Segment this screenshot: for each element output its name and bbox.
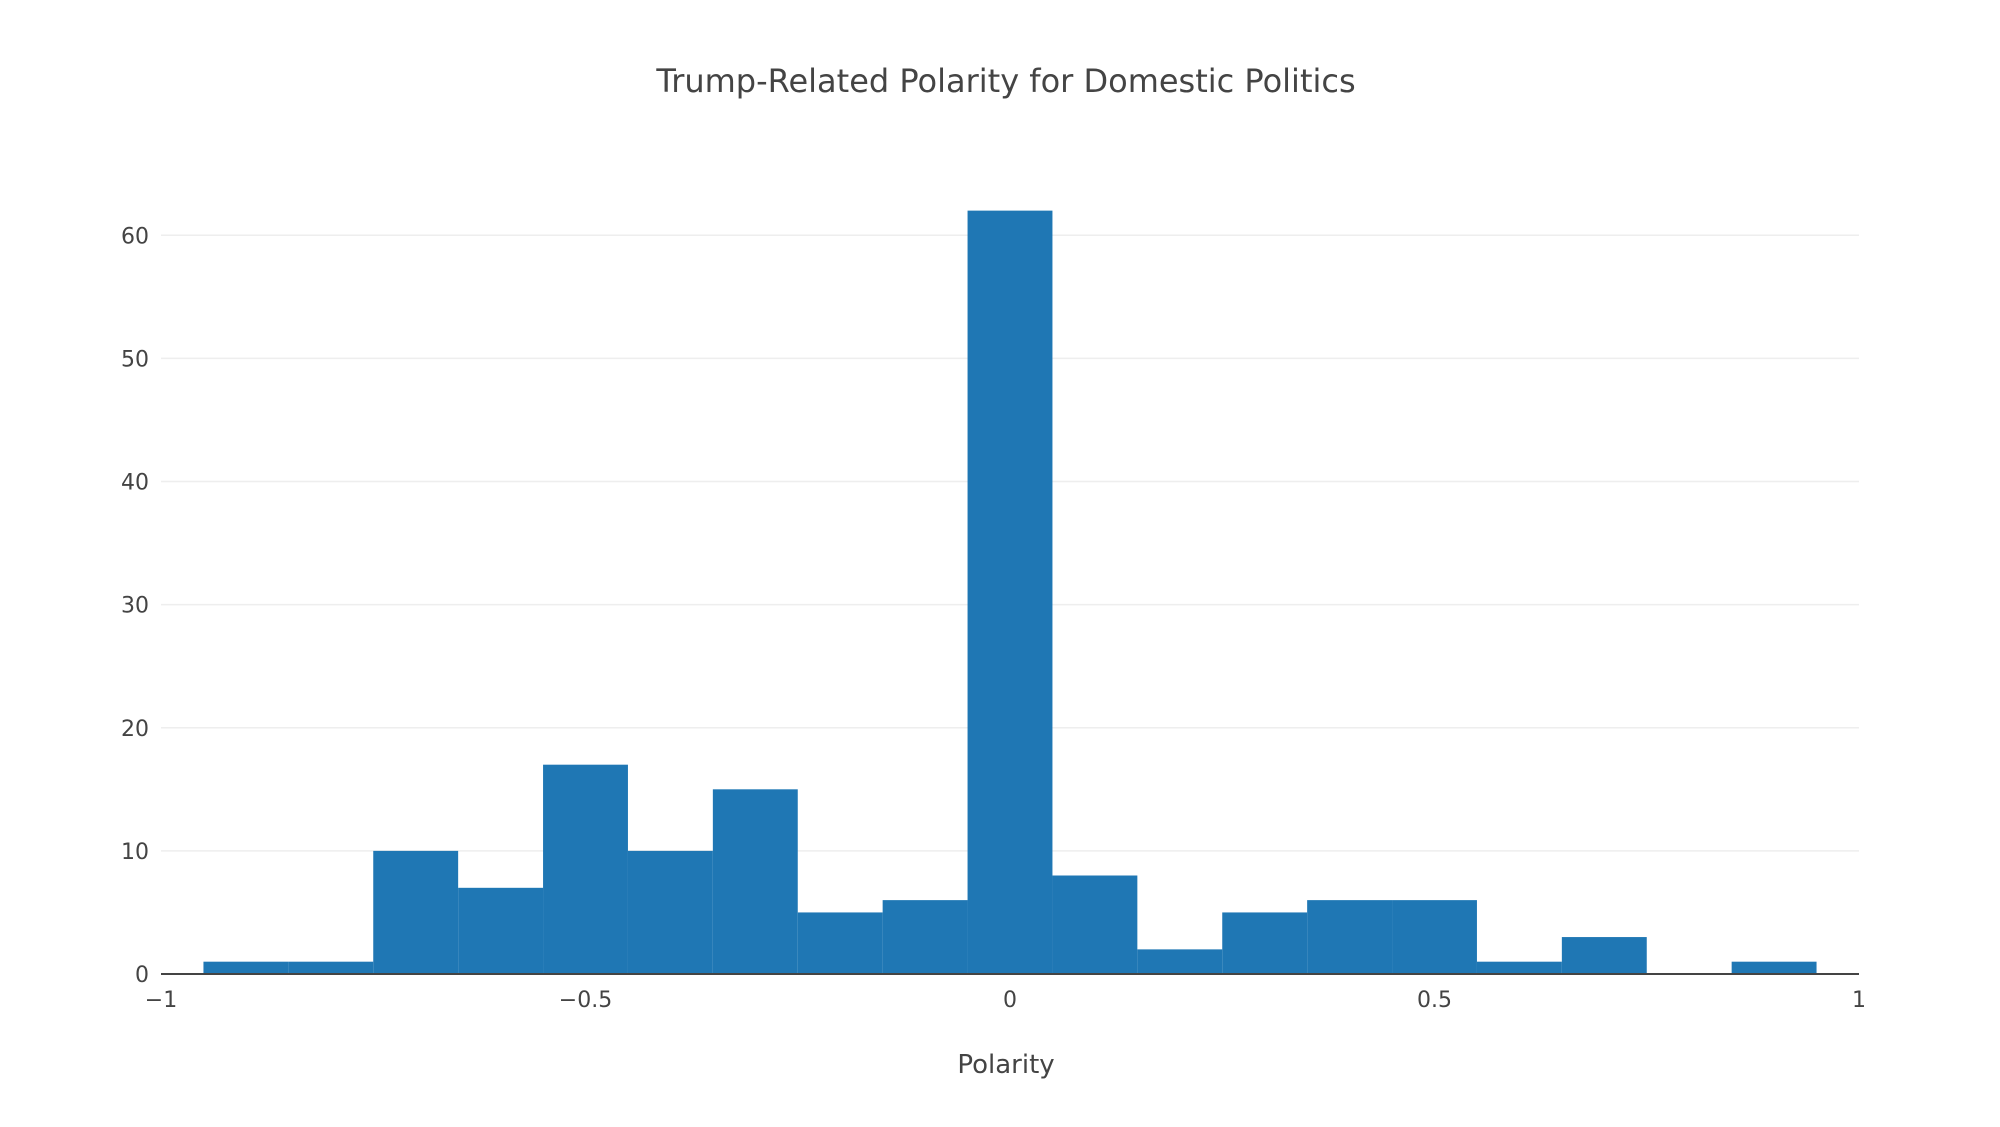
histogram-bar: [1476, 961, 1562, 974]
histogram-bar: [627, 850, 713, 974]
x-axis-label: Polarity: [957, 1050, 1055, 1080]
y-tick-label: 40: [121, 471, 149, 496]
x-tick-label: 1: [1852, 988, 1866, 1013]
histogram-bar: [203, 961, 289, 974]
histogram-bar: [373, 850, 459, 974]
y-tick-label: 10: [121, 840, 149, 865]
histogram-bar: [712, 789, 798, 974]
x-tick-label: 0: [1003, 988, 1017, 1013]
histogram-bar: [458, 887, 544, 974]
x-tick-label: −1: [145, 988, 177, 1013]
y-tick-label: 60: [121, 224, 149, 249]
y-tick-label: 20: [121, 717, 149, 742]
y-tick-label: 0: [135, 963, 149, 988]
y-tick-label: 30: [121, 594, 149, 619]
x-tick-label: 0.5: [1417, 988, 1452, 1013]
x-tick-label: −0.5: [559, 988, 612, 1013]
histogram-bar: [1731, 961, 1817, 974]
histogram-bar: [797, 912, 883, 974]
histogram-bar: [967, 210, 1053, 974]
histogram-bar: [1052, 875, 1138, 974]
histogram-bar: [543, 764, 628, 974]
chart-title: Trump-Related Polarity for Domestic Poli…: [656, 62, 1356, 100]
histogram-bar: [882, 900, 968, 974]
y-tick-label: 50: [121, 347, 149, 372]
histogram-bar: [288, 961, 374, 974]
histogram-bar: [1307, 900, 1393, 974]
histogram-bar: [1137, 949, 1223, 974]
histogram-bar: [1222, 912, 1308, 974]
histogram-bar: [1392, 900, 1477, 974]
histogram-bar: [1561, 937, 1647, 974]
